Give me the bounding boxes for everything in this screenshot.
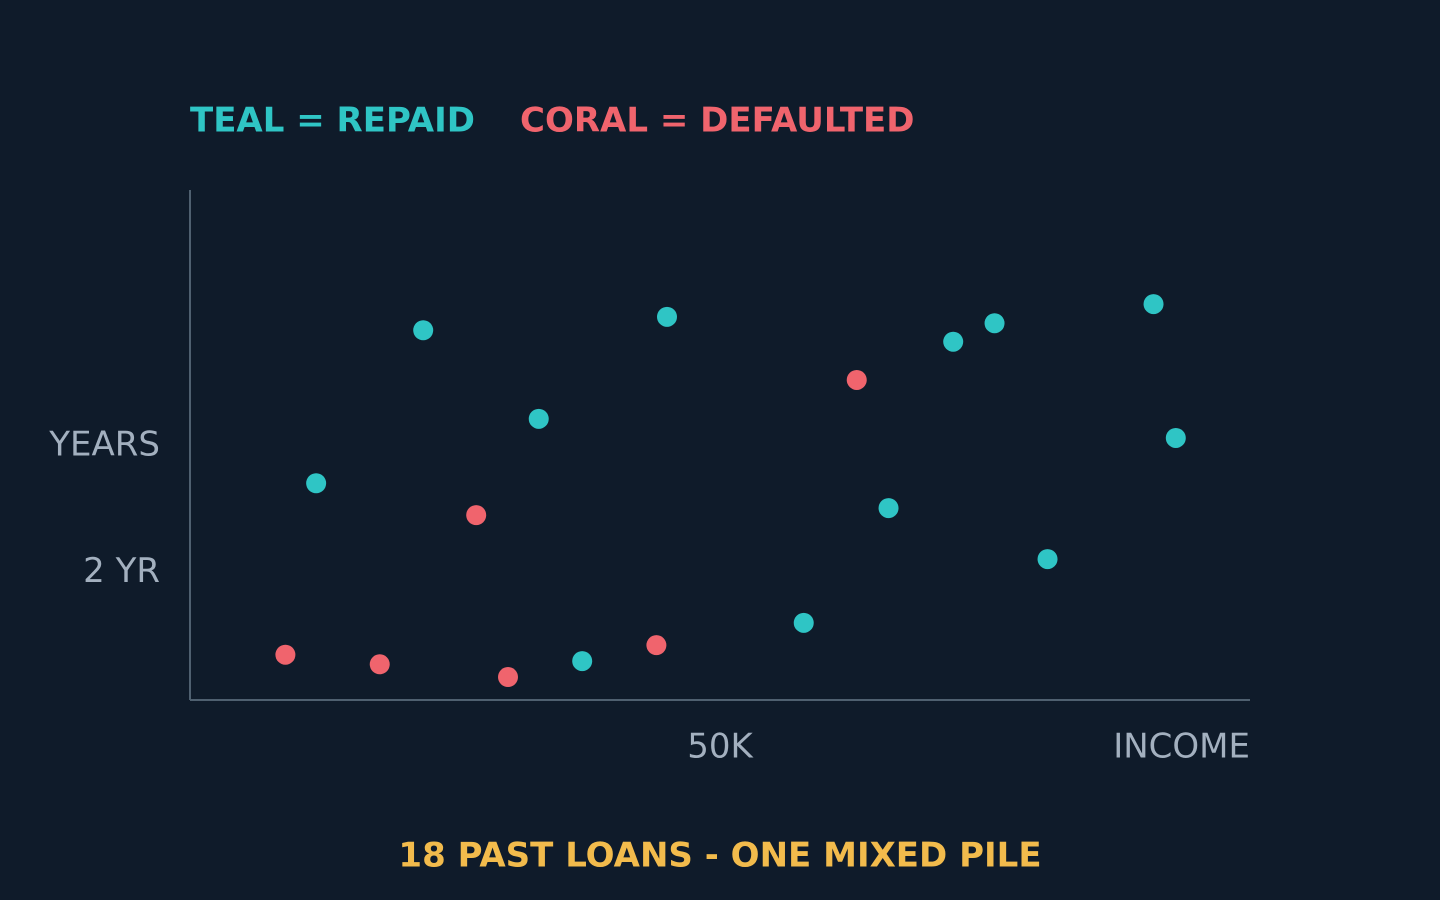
y-tick-label: 2 YR [83,551,160,591]
data-point [984,313,1005,334]
data-point [369,654,390,675]
data-point [657,306,677,327]
data-point [306,473,327,494]
data-point [1165,427,1186,448]
data-point [943,331,964,352]
data-point [646,635,667,656]
data-point [275,644,296,665]
data-point [1037,549,1058,570]
data-point [413,320,434,341]
caption: 18 PAST LOANS - ONE MIXED PILE [398,836,1041,876]
x-axis-label: INCOME [1113,727,1250,767]
legend-entry: TEAL = REPAID [190,101,475,141]
data-point [793,612,814,633]
data-point [466,505,487,526]
data-point [572,651,593,672]
x-tick-label: 50K [687,727,754,767]
legend-entry: CORAL = DEFAULTED [520,101,915,141]
data-point [846,369,867,390]
y-axis-label: YEARS [48,425,160,465]
data-point [1143,294,1164,315]
data-point [498,667,518,688]
data-point [528,408,549,429]
data-point [878,498,899,519]
